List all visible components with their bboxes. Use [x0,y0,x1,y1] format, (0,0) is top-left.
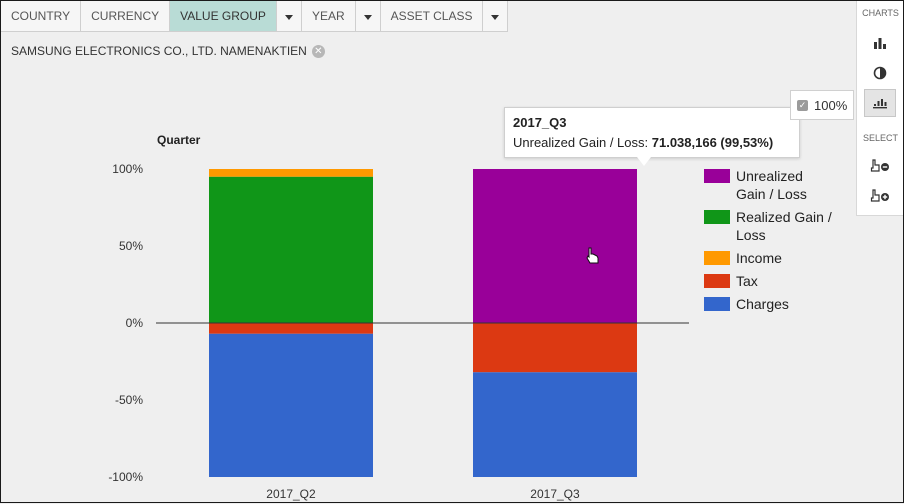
legend-swatch [704,251,730,265]
y-tick-label: -100% [108,470,143,484]
tab-value-group[interactable]: VALUE GROUP [170,1,277,32]
y-tick-label: 0% [126,316,144,330]
asset-class-dropdown-icon[interactable] [483,1,509,32]
legend-label: Charges [736,296,789,312]
x-tick-label: 2017_Q2 [266,487,316,501]
bar-chart-icon [874,38,886,49]
select-remove-icon [870,159,889,172]
y-axis-title: Quarter [157,133,201,147]
select-add-button[interactable] [864,182,896,210]
y-tick-label: 100% [112,162,143,176]
checkbox-checked-icon[interactable]: ✓ [797,99,808,111]
tab-currency[interactable]: CURRENCY [81,1,171,32]
legend-swatch [704,297,730,311]
legend-label: Tax [736,273,758,289]
select-add-icon [870,189,889,202]
stacked-chart-icon [873,99,887,109]
percent-toggle[interactable]: ✓ 100% [790,90,854,120]
select-remove-button[interactable] [864,152,896,180]
bar-segment[interactable] [209,176,373,323]
tab-country[interactable]: COUNTRY [1,1,82,32]
chip-label: SAMSUNG ELECTRONICS CO., LTD. NAMENAKTIE… [11,44,307,58]
remove-filter-icon[interactable]: ✕ [311,44,325,58]
tab-year[interactable]: YEAR [301,1,356,32]
selected-filter-chip: SAMSUNG ELECTRONICS CO., LTD. NAMENAKTIE… [11,44,325,58]
legend-swatch [704,274,730,288]
select-title: SELECT [862,133,898,143]
legend-swatch [704,210,730,224]
bar-segment[interactable] [473,169,637,323]
percent-label: 100% [814,97,848,113]
pie-chart-icon [873,66,887,80]
legend-swatch [704,169,730,183]
value-group-dropdown-icon[interactable] [276,1,302,32]
pie-chart-button[interactable] [864,59,896,87]
bar-segment[interactable] [473,323,637,373]
chart-tooltip: 2017_Q3 Unrealized Gain / Loss: 71.038,1… [504,107,800,158]
tooltip-arrow [637,157,651,166]
charts-title: CHARTS [862,8,899,18]
bar-segment[interactable] [473,372,637,477]
tooltip-title: 2017_Q3 [513,115,567,130]
legend-label: Gain / Loss [736,186,807,202]
bar-segment[interactable] [209,333,373,477]
x-tick-label: 2017_Q3 [530,487,580,501]
bar-segment[interactable] [209,323,373,334]
legend-label: Unrealized [736,168,803,184]
bar-segment[interactable] [209,169,373,177]
bar-chart-button[interactable] [864,29,896,57]
tooltip-body: Unrealized Gain / Loss: 71.038,166 (99,5… [513,135,791,150]
legend-label: Loss [736,227,766,243]
tab-asset-class[interactable]: ASSET CLASS [380,1,484,32]
y-tick-label: -50% [115,393,143,407]
tooltip-label: Unrealized Gain / Loss: [513,135,649,150]
legend-label: Realized Gain / [736,209,832,225]
year-dropdown-icon[interactable] [355,1,381,32]
hand-cursor-icon [586,247,599,264]
filter-tabs: COUNTRY CURRENCY VALUE GROUP YEAR ASSET … [1,1,509,33]
stacked-chart-button[interactable] [864,89,896,117]
legend-label: Income [736,250,782,266]
y-tick-label: 50% [119,239,143,253]
charts-panel: CHARTS SELECT [856,1,903,216]
tooltip-value: 71.038,166 (99,53%) [651,135,774,150]
